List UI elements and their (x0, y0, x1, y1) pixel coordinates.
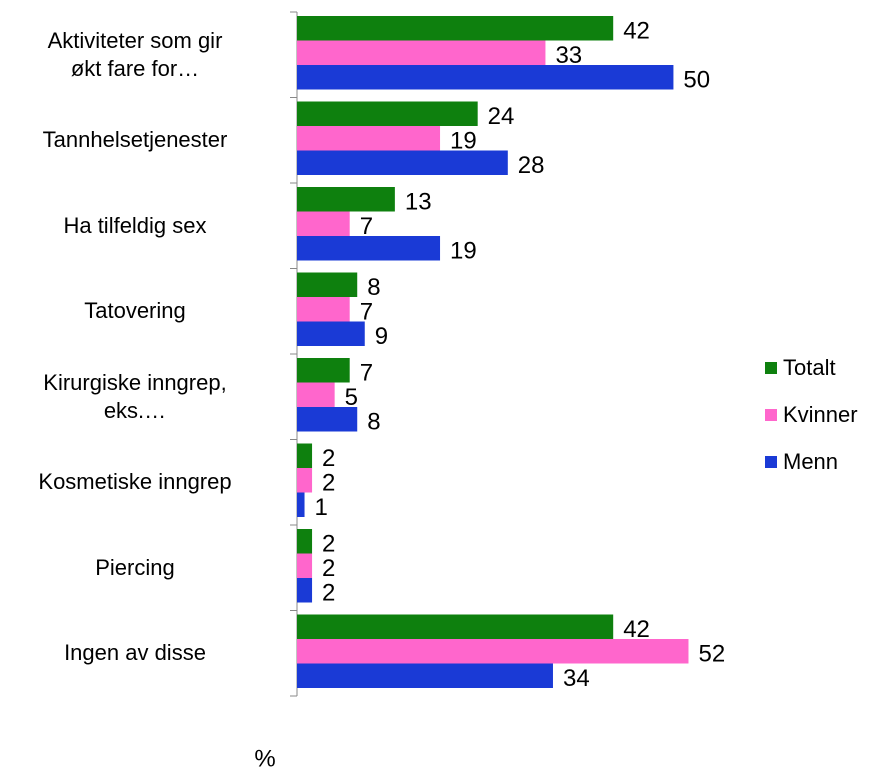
x-axis-label: % (254, 745, 275, 771)
value-label: 2 (322, 555, 335, 582)
y-tick-label: Piercing (95, 554, 175, 580)
value-label: 2 (322, 531, 335, 558)
bar (297, 211, 350, 236)
value-label: 34 (563, 665, 590, 692)
value-label: 8 (367, 409, 380, 436)
bar (297, 65, 674, 90)
legend-swatch (765, 362, 777, 374)
value-label: 8 (367, 274, 380, 301)
y-tick-label: Aktiviteter som gir økt fare for… (47, 27, 223, 81)
bar (297, 468, 313, 493)
value-label: 5 (345, 384, 358, 411)
value-label: 13 (405, 189, 432, 216)
bar (297, 614, 614, 639)
legend-swatch (765, 409, 777, 421)
value-label: 50 (683, 67, 710, 94)
bar (297, 297, 350, 322)
bar (297, 150, 508, 175)
value-label: 1 (315, 494, 328, 521)
bar (297, 16, 614, 41)
legend-label: Kvinner (783, 402, 858, 427)
bar (297, 529, 313, 554)
bar (297, 40, 546, 65)
y-tick-label: Tannhelsetjenester (42, 127, 228, 153)
legend-label: Totalt (783, 355, 836, 380)
legend-swatch (765, 456, 777, 468)
y-tick-label: Tatovering (84, 298, 186, 324)
value-label: 42 (623, 616, 650, 643)
bar (297, 358, 350, 383)
bar (297, 321, 365, 346)
value-label: 7 (360, 360, 373, 387)
value-label: 2 (322, 445, 335, 472)
value-label: 7 (360, 213, 373, 240)
legend-label: Menn (783, 449, 838, 474)
bar (297, 126, 441, 151)
bar (297, 101, 478, 126)
y-tick-label: Ingen av disse (64, 640, 206, 666)
bar (297, 407, 358, 432)
y-tick-label: Kosmetiske inngrep (38, 469, 232, 495)
value-label: 33 (555, 42, 582, 69)
bar (297, 187, 395, 212)
value-label: 7 (360, 299, 373, 326)
bar (297, 382, 335, 407)
bar (297, 663, 553, 688)
value-label: 19 (450, 128, 477, 155)
value-label: 24 (488, 103, 515, 130)
bar (297, 578, 313, 603)
value-label: 2 (322, 470, 335, 497)
bar (297, 492, 305, 517)
value-label: 19 (450, 238, 477, 265)
value-label: 42 (623, 18, 650, 45)
value-label: 9 (375, 323, 388, 350)
bar (297, 443, 313, 468)
bar (297, 272, 358, 297)
bar (297, 236, 441, 261)
value-label: 2 (322, 580, 335, 607)
value-label: 52 (698, 641, 725, 668)
bar (297, 553, 313, 578)
y-tick-label: Ha tilfeldig sex (63, 212, 207, 238)
value-label: 28 (518, 152, 545, 179)
y-tick-label: Kirurgiske inngrep, eks.… (43, 369, 227, 423)
bar (297, 639, 689, 664)
